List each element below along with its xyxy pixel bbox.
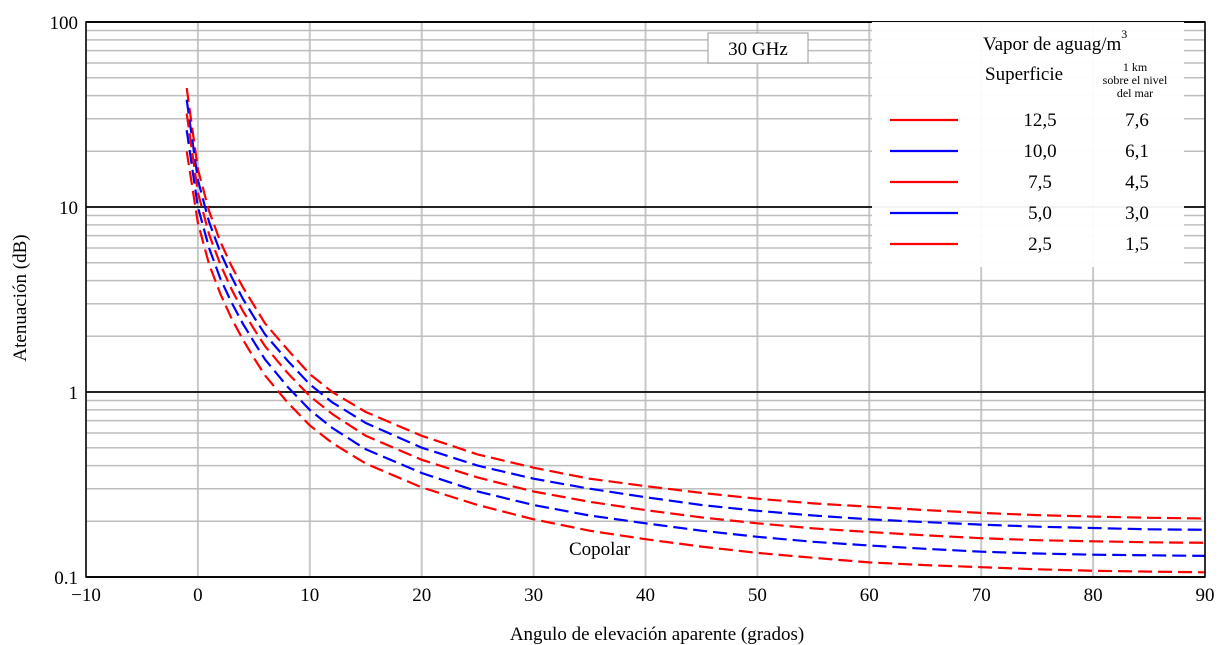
y-tick-label: 1 <box>69 383 79 404</box>
series-line <box>185 151 1206 574</box>
legend-1km-value: 1,5 <box>1125 234 1149 255</box>
freq-annotation-box: 30 GHz <box>707 32 809 64</box>
y-tick-label: 10 <box>59 198 78 219</box>
x-tick-label: 0 <box>193 585 203 606</box>
series-line <box>185 113 1206 544</box>
legend-header-unit: g/m <box>1092 34 1122 55</box>
x-tick-label: 20 <box>412 585 431 606</box>
y-axis-label: Atenuación (dB) <box>10 234 31 361</box>
y-tick-label: 0.1 <box>54 568 78 589</box>
x-tick-label: 50 <box>748 585 767 606</box>
legend: Vapor de aguag/m3 Superficie 1 km sobre … <box>872 22 1184 267</box>
legend-surface-value: 10,0 <box>1023 141 1056 162</box>
x-tick-label: 60 <box>860 585 879 606</box>
legend-1km-value: 7,6 <box>1125 110 1149 131</box>
x-tick-label: 30 <box>524 585 543 606</box>
legend-surface-value: 2,5 <box>1028 234 1052 255</box>
freq-annotation: 30 GHz <box>728 39 788 60</box>
tick-layer: −10 0 10 20 30 40 50 60 70 80 90 0.1 1 10 100 <box>50 13 1215 606</box>
legend-surface-value: 5,0 <box>1028 203 1052 224</box>
legend-col1-header: Superficie <box>985 64 1063 85</box>
legend-header-unit-sup: 3 <box>1121 27 1127 41</box>
x-tick-label: 90 <box>1196 585 1215 606</box>
x-tick-label: 70 <box>972 585 991 606</box>
plot-frame <box>85 21 1206 578</box>
copolar-annotation: Copolar <box>569 539 631 560</box>
y-tick-label: 100 <box>50 13 79 34</box>
x-tick-label: 80 <box>1084 585 1103 606</box>
legend-col2-header-line1: 1 km <box>1123 60 1148 74</box>
x-tick-label: −10 <box>71 585 101 606</box>
legend-1km-value: 3,0 <box>1125 203 1149 224</box>
legend-1km-value: 6,1 <box>1125 141 1149 162</box>
legend-surface-value: 7,5 <box>1028 172 1052 193</box>
legend-header: Vapor de aguag/m3 <box>983 27 1127 55</box>
series-line <box>185 87 1206 520</box>
legend-1km-value: 4,5 <box>1125 172 1149 193</box>
legend-rows: 12,5 7,6 10,0 6,1 7,5 4,5 5,0 3,0 2,5 1,5 <box>890 110 1149 255</box>
x-tick-label: 40 <box>636 585 655 606</box>
series-line <box>185 130 1206 557</box>
legend-col2-header-line2: sobre el nivel <box>1103 73 1168 87</box>
series-line <box>185 99 1206 531</box>
legend-header-main: Vapor de agua <box>983 34 1092 55</box>
x-tick-label: 10 <box>300 585 319 606</box>
x-axis-label: Angulo de elevación aparente (grados) <box>510 624 804 645</box>
legend-col2-header-line3: del mar <box>1117 86 1153 100</box>
series-layer <box>185 87 1206 574</box>
legend-background <box>872 22 1184 267</box>
legend-surface-value: 12,5 <box>1023 110 1056 131</box>
